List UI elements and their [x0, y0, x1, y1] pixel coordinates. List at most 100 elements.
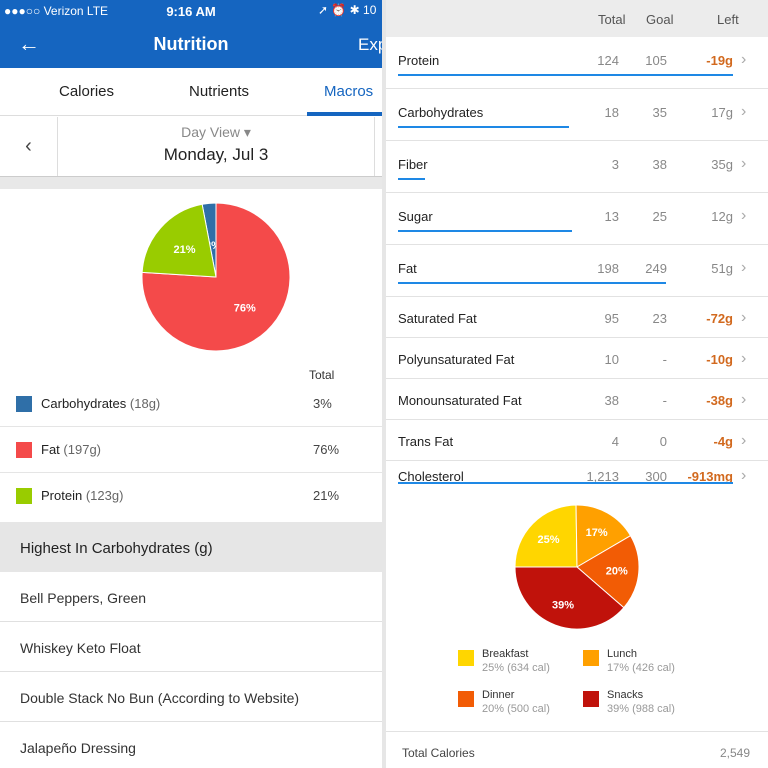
chevron-right-icon: › [741, 155, 747, 172]
meals-label-dinner: 20% [606, 566, 628, 578]
nutrient-progress-bar [398, 126, 569, 128]
list-item[interactable]: Jalapeño Dressing [0, 722, 382, 768]
right-screen: Total Goal Left Protein 124 105 -19g › Carboh… [386, 0, 768, 768]
lunch-swatch [583, 650, 599, 666]
legend-row-fat: Fat (197g) 76% [0, 427, 382, 473]
chevron-right-icon: › [741, 51, 747, 68]
export-button[interactable]: Exp [358, 35, 382, 54]
macros-slice-fat [141, 202, 291, 352]
nutrient-total: 38 [604, 393, 619, 408]
nutrient-left: -72g [706, 311, 733, 326]
nutrient-left: -10g [706, 352, 733, 367]
snacks-swatch [583, 691, 599, 707]
divider [374, 117, 375, 176]
food-name: Jalapeño Dressing [20, 740, 136, 756]
list-item[interactable]: Whiskey Keto Float [0, 622, 382, 672]
nutrient-left: 12g [711, 209, 733, 224]
tab-calories[interactable]: Calories [59, 83, 115, 100]
nutrient-row-fiber[interactable]: Fiber 3 38 35g › [386, 141, 768, 193]
list-item[interactable]: Bell Peppers, Green [0, 572, 382, 622]
carrier-label: ●●●○○ Verizon LTE [4, 4, 109, 18]
chevron-right-icon: › [741, 432, 747, 449]
legend-percent: 3% [313, 396, 332, 411]
highest-in-header: Highest In Carbohydrates (g) [0, 522, 382, 572]
tab-bar: Calories Nutrients Macros [0, 68, 382, 116]
nutrient-left: -38g [706, 393, 733, 408]
view-selector[interactable]: Day View ▾ [181, 124, 251, 140]
arrow-left-icon[interactable]: ← [18, 31, 40, 56]
meal-detail: 39% (988 cal) [607, 703, 675, 715]
status-bar: ●●●○○ Verizon LTE 9:16 AM ➚ ⏰ ✱ 10 [0, 0, 382, 22]
title-bar: ← Nutrition Exp [0, 22, 382, 68]
legend-name: Carbohydrates [41, 396, 127, 411]
nutrient-goal: - [662, 393, 667, 408]
list-item[interactable]: Double Stack No Bun (According to Websit… [0, 672, 382, 722]
nutrient-total: 18 [604, 105, 619, 120]
nutrient-row-carbohydrates[interactable]: Carbohydrates 18 35 17g › [386, 89, 768, 141]
meals-slice-snacks [514, 566, 625, 629]
meal-name: Lunch [607, 648, 637, 660]
legend-percent: 76% [313, 442, 340, 457]
nutrient-total: 3 [611, 157, 619, 172]
nutrient-row-sugar[interactable]: Sugar 13 25 12g › [386, 193, 768, 245]
nutrient-goal: 35 [652, 105, 667, 120]
nutrient-name: Carbohydrates [398, 105, 484, 120]
legend-row-protein: Protein (123g) 21% [0, 473, 382, 519]
date-navigator: ‹ Day View ▾ Monday, Jul 3 [0, 117, 382, 177]
chevron-right-icon: › [741, 259, 747, 276]
nutrient-goal: 25 [652, 209, 667, 224]
nutrient-name: Protein [398, 53, 440, 68]
nutrient-name: Sugar [398, 209, 433, 224]
meals-label-snacks: 39% [552, 599, 574, 611]
goal-header: Goal [646, 12, 674, 27]
nutrient-left: -19g [706, 53, 733, 68]
nutrient-row-trans-fat[interactable]: Trans Fat 4 0 -4g › [386, 420, 768, 461]
nutrient-row-monounsaturated-fat[interactable]: Monounsaturated Fat 38 - -38g › [386, 379, 768, 420]
nutrient-name: Saturated Fat [398, 311, 477, 326]
meals-pie-chart: 25% 17% 20% 39% [514, 505, 640, 629]
nutrient-row-protein[interactable]: Protein 124 105 -19g › [386, 37, 768, 89]
meals-slice-lunch [575, 505, 632, 568]
meal-detail: 20% (500 cal) [482, 703, 550, 715]
chevron-right-icon: › [741, 350, 747, 367]
active-tab-indicator [307, 112, 382, 116]
tab-nutrients[interactable]: Nutrients [189, 83, 250, 100]
meal-name: Breakfast [482, 648, 529, 660]
chevron-right-icon: › [741, 207, 747, 224]
nutrient-progress-bar [398, 482, 733, 484]
dinner-swatch [458, 691, 474, 707]
total-calories-value: 2,549 [719, 746, 750, 760]
nutrient-row-cholesterol[interactable]: Cholesterol 1,213 300 -913mg › [386, 461, 768, 497]
legend-amount: (18g) [129, 396, 161, 411]
macros-label-fat: 76% [234, 303, 256, 315]
nutrient-total: 1,213 [586, 469, 619, 484]
chevron-left-icon[interactable]: ‹ [0, 117, 58, 176]
nutrient-name: Trans Fat [398, 434, 454, 449]
legend-amount: (123g) [85, 488, 124, 503]
food-name: Double Stack No Bun (According to Websit… [20, 690, 300, 706]
nutrient-left: 17g [711, 105, 733, 120]
nutrients-table-header: Total Goal Left [386, 0, 768, 37]
carbohydrates-swatch [16, 396, 32, 412]
section-separator [0, 177, 382, 189]
legend-percent: 21% [313, 488, 340, 503]
meals-label-breakfast: 25% [537, 534, 559, 546]
nutrient-goal: - [662, 352, 667, 367]
legend-row-carbohydrates: Carbohydrates (18g) 3% [0, 381, 382, 427]
left-screen: ●●●○○ Verizon LTE 9:16 AM ➚ ⏰ ✱ 10 ← Nut… [0, 0, 382, 768]
nutrient-progress-bar [398, 230, 572, 232]
nutrient-row-fat[interactable]: Fat 198 249 51g › [386, 245, 768, 297]
nutrient-row-polyunsaturated-fat[interactable]: Polyunsaturated Fat 10 - -10g › [386, 338, 768, 379]
nutrient-left: -4g [713, 434, 734, 449]
food-name: Bell Peppers, Green [20, 590, 147, 606]
nutrient-name: Polyunsaturated Fat [398, 352, 515, 367]
total-calories-row: Total Calories 2,549 [386, 731, 768, 768]
total-header: Total [598, 12, 626, 27]
nutrient-row-saturated-fat[interactable]: Saturated Fat 95 23 -72g › [386, 297, 768, 338]
nutrient-name: Fiber [398, 157, 428, 172]
meal-detail: 25% (634 cal) [482, 662, 550, 674]
screen-divider [382, 0, 386, 768]
nutrient-goal: 23 [652, 311, 667, 326]
nutrient-left: 35g [711, 157, 733, 172]
tab-macros[interactable]: Macros [324, 83, 374, 100]
